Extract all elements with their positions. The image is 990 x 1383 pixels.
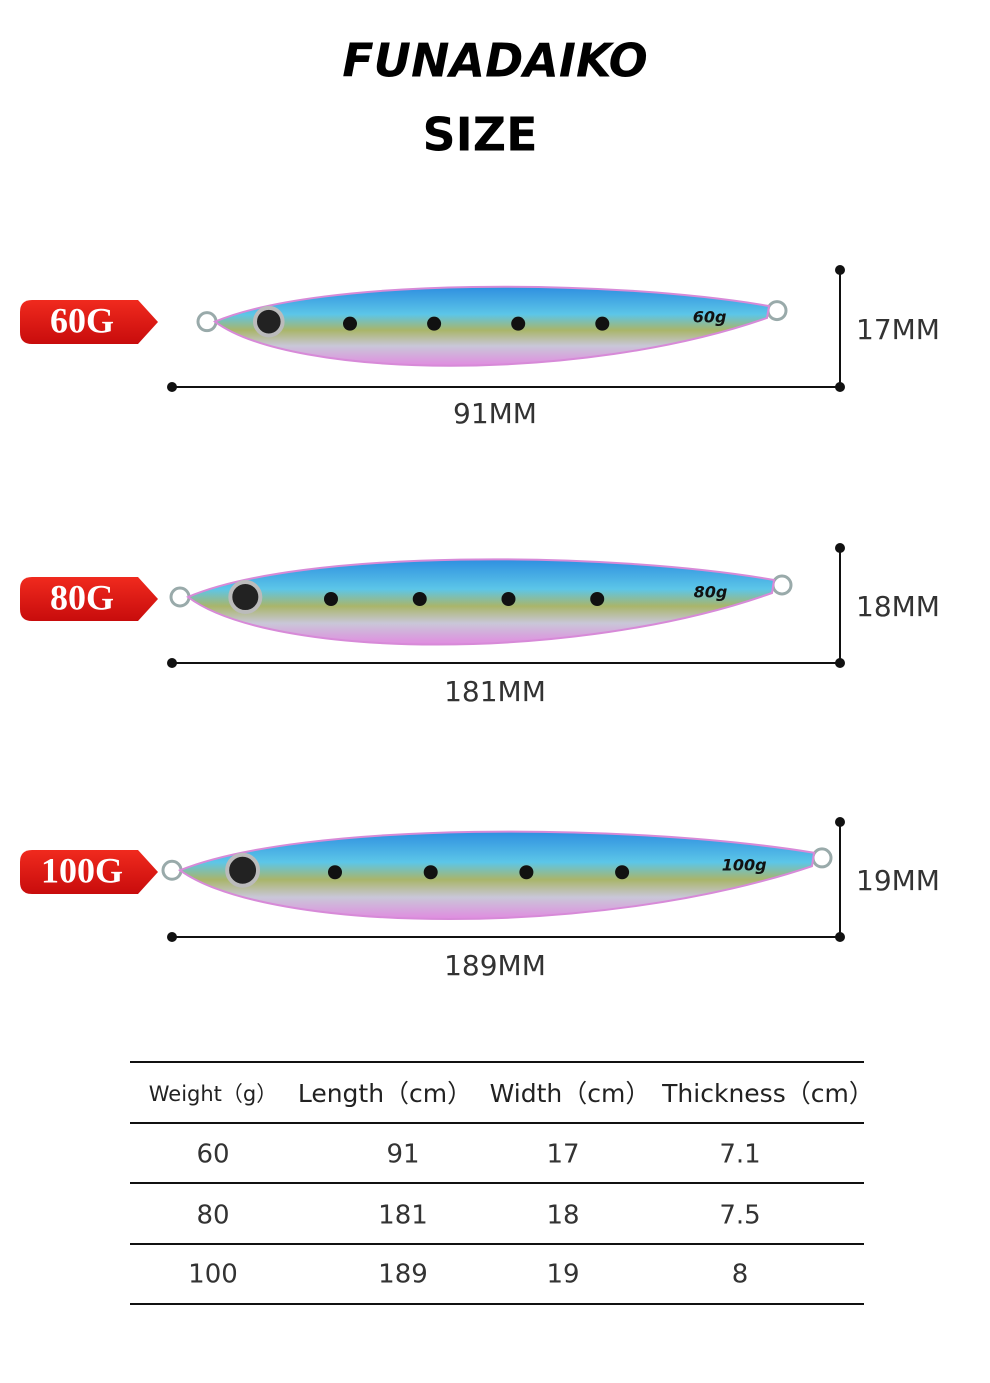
table-cell: 60 [196,1140,229,1170]
lure-imprint: 60g [693,307,727,326]
table-cell: 181 [378,1201,428,1231]
dimension-dot [167,382,177,392]
table-cell: 17 [546,1140,579,1170]
lure-eye [228,580,263,614]
dimension-dot [835,265,845,275]
lure-body [212,285,771,367]
length-label: 181MM [444,675,546,708]
width-label: 19MM [856,864,940,897]
table-header: Thickness（cm） [661,1079,874,1108]
lure-spot [412,592,427,606]
badge-label: 80G [50,577,114,617]
length-label: 189MM [444,949,546,982]
table-cell: 100 [188,1260,238,1290]
lure-spot [519,865,534,880]
heading: SIZE [422,108,537,162]
badge-label: 100G [41,850,123,890]
lure-spot [324,592,338,606]
table-cell: 18 [546,1201,579,1231]
lure-spot [423,865,438,880]
eyelet [169,586,191,608]
table-cell: 80 [196,1201,229,1231]
lure-eye [225,852,261,888]
lure-spot [328,865,342,880]
dimension-dot [835,543,845,553]
dimension-dot [835,932,845,942]
lure-eye [252,305,285,338]
brand: FUNADAIKO [342,34,648,88]
width-label: 18MM [856,590,940,623]
table-cell: 189 [378,1260,428,1290]
lure-body [177,830,816,921]
table-cell: 91 [386,1140,419,1170]
lure-spot [615,865,630,880]
lure-body [186,558,776,646]
badge-shape [20,577,158,621]
table-header: Length（cm） [298,1079,472,1108]
lure-imprint: 100g [722,856,767,875]
eyelet [766,300,788,322]
lure-spot [590,592,605,606]
dimension-dot [167,658,177,668]
badge-label: 60G [50,300,114,340]
dimension-dot [835,817,845,827]
badge-shape [20,300,158,344]
lure-imprint: 80g [694,583,728,602]
table-cell: 8 [732,1260,749,1290]
table-cell: 7.1 [719,1140,760,1170]
eyelet [811,847,833,869]
dimension-dot [835,382,845,392]
width-label: 17MM [856,313,940,346]
badge-shape [20,850,158,894]
eyelet [771,574,793,596]
lure-spot [343,316,357,331]
table-cell: 19 [546,1260,579,1290]
table-header: Weight（g） [149,1082,278,1106]
eyelet [196,311,218,333]
table-cell: 7.5 [719,1201,760,1231]
table-header: Width（cm） [490,1079,651,1108]
lure-spot [501,592,516,606]
lure-spot [511,316,526,331]
dimension-dot [835,658,845,668]
lure-spot [595,316,610,331]
length-label: 91MM [453,397,537,430]
dimension-dot [167,932,177,942]
lure-spot [427,316,442,331]
